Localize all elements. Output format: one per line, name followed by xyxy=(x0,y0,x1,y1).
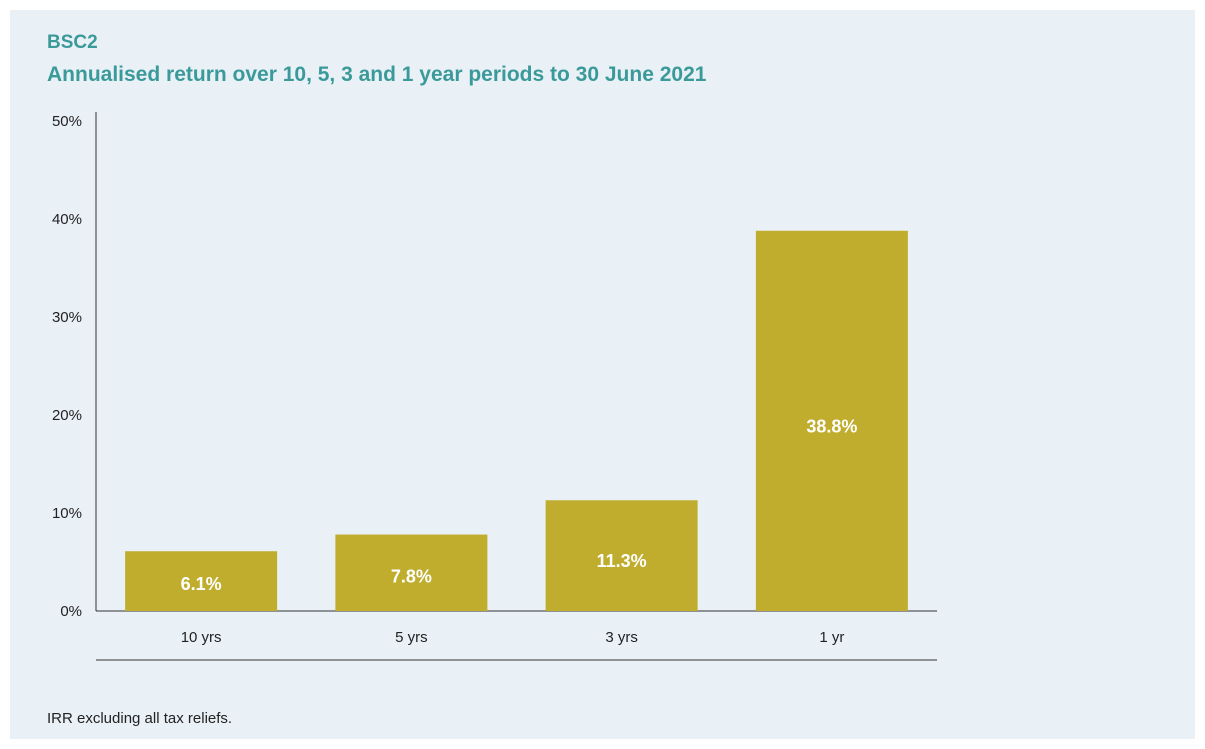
bar xyxy=(125,551,278,611)
y-tick-label: 20% xyxy=(52,407,82,424)
bar-value-label: 7.8% xyxy=(391,567,432,587)
bar-value-label: 38.8% xyxy=(806,416,857,436)
chart-subtitle: Annualised return over 10, 5, 3 and 1 ye… xyxy=(47,63,707,86)
bar-value-label: 6.1% xyxy=(181,574,222,594)
x-tick-label: 1 yr xyxy=(819,629,844,646)
x-tick-label: 10 yrs xyxy=(181,629,222,646)
footnote: IRR excluding all tax reliefs. xyxy=(47,710,233,727)
bar xyxy=(755,230,908,611)
x-tick-label: 3 yrs xyxy=(605,629,638,646)
y-tick-label: 0% xyxy=(60,603,82,620)
chart-panel xyxy=(10,10,1195,739)
bar xyxy=(335,534,488,611)
y-tick-label: 50% xyxy=(52,113,82,130)
bar-value-label: 11.3% xyxy=(597,551,647,571)
chart-title: BSC2 xyxy=(47,32,98,53)
y-tick-label: 30% xyxy=(52,309,82,326)
y-tick-label: 40% xyxy=(52,211,82,228)
y-tick-label: 10% xyxy=(52,505,82,522)
bar xyxy=(545,500,698,611)
x-tick-label: 5 yrs xyxy=(395,629,428,646)
